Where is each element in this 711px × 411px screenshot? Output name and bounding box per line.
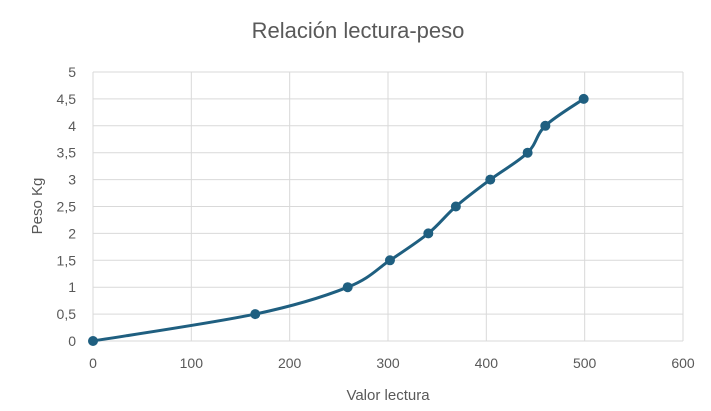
y-tick-label: 1 [68,279,76,295]
data-point [250,309,261,320]
y-tick-label: 0 [68,333,76,349]
data-point [485,174,496,185]
data-point [578,93,589,104]
tick-labels: 0 100 200 300 400 500 600 0 0,5 1 1,5 2 2,5 3 3,5 4 4,5 5 [57,64,695,371]
data-point [540,120,551,131]
x-tick-label: 400 [475,355,499,371]
y-tick-label: 4 [68,118,76,134]
y-tick-label: 0,5 [57,306,77,322]
y-tick-label: 2,5 [57,199,77,215]
x-tick-label: 300 [376,355,400,371]
x-tick-label: 100 [180,355,204,371]
x-axis-title: Valor lectura [346,387,430,404]
y-tick-label: 2 [68,225,76,241]
series-line [91,97,586,343]
data-point [342,282,353,293]
y-axis-title: Peso Kg [29,178,46,235]
data-point [88,336,98,346]
x-tick-label: 200 [278,355,302,371]
y-tick-label: 3,5 [57,145,77,161]
data-point [384,255,395,266]
data-point [450,201,461,212]
x-tick-label: 600 [671,355,695,371]
data-point [423,228,434,239]
x-tick-label: 0 [89,355,97,371]
y-tick-label: 4,5 [57,91,77,107]
data-point [522,147,533,158]
x-tick-label: 500 [573,355,597,371]
chart-title: Relación lectura-peso [252,18,465,43]
y-tick-label: 5 [68,64,76,80]
gridlines [92,71,684,342]
y-tick-label: 3 [68,172,76,188]
series-layer [88,93,589,346]
y-tick-label: 1,5 [57,252,77,268]
